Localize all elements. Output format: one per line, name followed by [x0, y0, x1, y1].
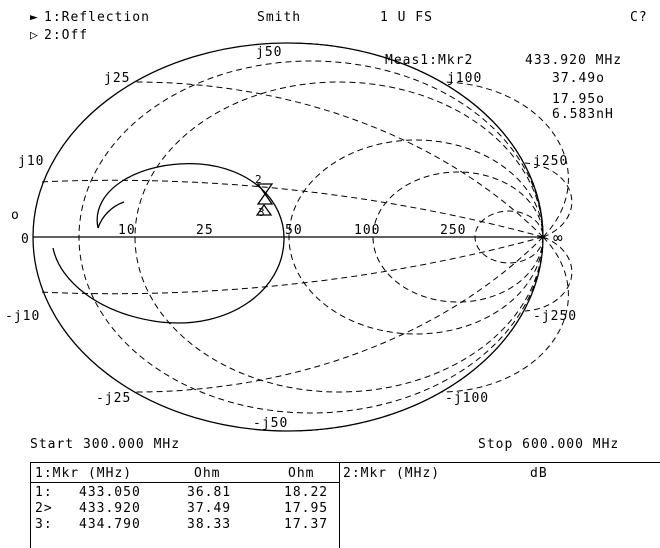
marker-label-2: 2	[255, 173, 263, 186]
label-nj25: -j25	[96, 391, 131, 406]
label-nj50: -j50	[253, 416, 288, 431]
marker-label-3: 3	[258, 206, 266, 219]
table-row-3-id: 3:	[35, 517, 53, 532]
label-nj100: -j100	[445, 391, 489, 406]
table-row-2-freq: 433.920	[79, 501, 141, 516]
reactance-arc-j50	[287, 42, 544, 238]
table-header-mkr2: 2:Mkr (MHz)	[343, 466, 441, 481]
marker-triangle-2	[256, 183, 274, 196]
label-j25: j25	[104, 71, 130, 86]
label-zero: 0	[21, 232, 30, 247]
reactance-arc-nj50	[287, 236, 544, 432]
reactance-arc-j10	[37, 179, 544, 238]
table-header-ohm-r: Ohm	[194, 466, 221, 481]
label-r25: 25	[196, 223, 214, 238]
label-nj250: -j250	[533, 309, 577, 324]
reactance-arc-j250	[524, 162, 573, 238]
scale-label[interactable]: 1 U FS	[380, 10, 433, 25]
table-row-3-freq: 434.790	[79, 517, 141, 532]
marker-readout-reactance: 17.95o	[552, 92, 605, 107]
marker-readout-resistance: 37.49o	[552, 71, 605, 86]
marker-readout-label: Meas1:Mkr2	[385, 53, 474, 68]
label-o: o	[11, 208, 20, 223]
label-j50: j50	[256, 45, 282, 60]
label-r250: 250	[440, 223, 466, 238]
reflection-trace	[52, 163, 285, 324]
table-header-mkr: 1:Mkr (MHz)	[35, 466, 133, 481]
trace1-indicator-icon: ►	[30, 10, 39, 25]
marker-triangle-3	[255, 203, 273, 216]
marker-readout-frequency: 433.920 MHz	[525, 53, 623, 68]
trace2-indicator-icon: ▷	[30, 28, 39, 43]
label-j10: j10	[18, 154, 44, 169]
table-row-2-x: 17.95	[284, 501, 329, 516]
corner-indicator: C?	[630, 10, 648, 25]
table-row-2-id: 2>	[35, 501, 53, 516]
table-row-3-x: 17.37	[284, 517, 329, 532]
table-row-2-r: 37.49	[187, 501, 232, 516]
label-j250: j250	[533, 154, 568, 169]
sweep-stop[interactable]: Stop 600.000 MHz	[478, 437, 620, 452]
reactance-arc-j25	[134, 81, 544, 238]
table-header-ohm-x: Ohm	[288, 466, 315, 481]
sweep-start[interactable]: Start 300.000 MHz	[30, 437, 181, 452]
table-row-3-r: 38.33	[187, 517, 232, 532]
reactance-arc-nj100	[440, 236, 569, 393]
reactance-arc-j100	[440, 81, 569, 238]
reactance-arc-nj250	[524, 236, 573, 312]
label-r50: 50	[285, 223, 303, 238]
label-r10: 10	[118, 223, 136, 238]
label-infinity: ∞	[553, 228, 564, 247]
table-divider	[339, 463, 340, 548]
table-header-line	[31, 482, 339, 483]
table-header-db: dB	[530, 466, 548, 481]
marker-readout-inductance: 6.583nH	[552, 107, 614, 122]
marker-triangle-1	[256, 192, 274, 205]
label-nj10: -j10	[5, 309, 40, 324]
label-j100: j100	[447, 71, 482, 86]
table-row-1-id: 1:	[35, 485, 53, 500]
label-r100: 100	[354, 223, 380, 238]
marker-table: 1:Mkr (MHz) Ohm Ohm 2:Mkr (MHz) dB 1: 43…	[30, 462, 660, 548]
reactance-arc-nj25	[134, 236, 544, 393]
table-row-1-x: 18.22	[284, 485, 329, 500]
format-label[interactable]: Smith	[257, 10, 302, 25]
trace2-label[interactable]: 2:Off	[44, 28, 89, 43]
table-row-1-freq: 433.050	[79, 485, 141, 500]
trace1-label[interactable]: 1:Reflection	[44, 10, 150, 25]
table-row-1-r: 36.81	[187, 485, 232, 500]
reflection-trace-tail	[97, 201, 125, 229]
reactance-arc-nj10	[37, 236, 544, 295]
